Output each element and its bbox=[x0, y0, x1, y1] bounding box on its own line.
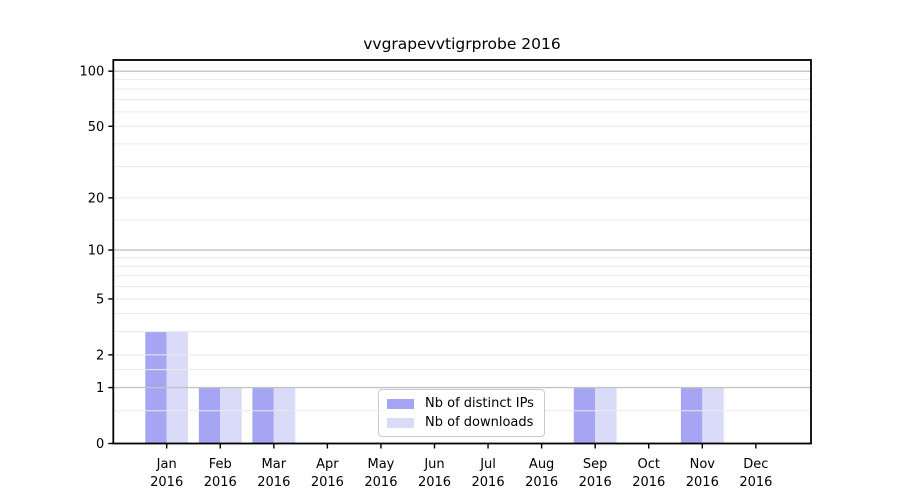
x-tick-label-year: 2016 bbox=[579, 475, 612, 490]
x-tick-label-year: 2016 bbox=[472, 475, 505, 490]
x-tick-label-year: 2016 bbox=[418, 475, 451, 490]
x-tick-label-month: Jul bbox=[479, 457, 496, 472]
x-tick-label-month: Nov bbox=[690, 457, 716, 472]
legend-swatch-downloads bbox=[387, 417, 414, 428]
x-tick-label-month: May bbox=[367, 457, 394, 472]
x-tick-label-month: Apr bbox=[316, 457, 339, 472]
chart-title: vvgrapevvtigrprobe 2016 bbox=[363, 35, 561, 53]
legend: Nb of distinct IPs Nb of downloads bbox=[378, 389, 545, 437]
y-tick-label: 100 bbox=[79, 65, 104, 80]
x-tick-label-year: 2016 bbox=[632, 475, 665, 490]
bar-downloads-feb bbox=[220, 387, 242, 444]
y-tick-label: 50 bbox=[88, 120, 105, 135]
bar-distinct-ips-mar bbox=[252, 387, 274, 444]
y-tick-label: 5 bbox=[96, 292, 104, 307]
bar-distinct-ips-sep bbox=[573, 387, 596, 444]
x-tick-label-month: Mar bbox=[262, 457, 287, 472]
plot-background bbox=[113, 60, 812, 444]
x-tick-label-month: Aug bbox=[529, 457, 554, 472]
x-tick-label-year: 2016 bbox=[311, 475, 344, 490]
bar-downloads-mar bbox=[273, 387, 296, 444]
x-tick-label-month: Feb bbox=[209, 457, 232, 472]
x-tick-label-month: Jan bbox=[156, 457, 177, 472]
x-tick-label-year: 2016 bbox=[257, 475, 290, 490]
x-tick-label-year: 2016 bbox=[739, 475, 772, 490]
y-tick-label: 10 bbox=[88, 244, 105, 259]
bar-downloads-sep bbox=[595, 387, 617, 444]
y-tick-label: 0 bbox=[96, 437, 104, 452]
x-tick-label-month: Jun bbox=[423, 457, 444, 472]
bar-downloads-nov bbox=[702, 387, 724, 444]
bar-distinct-ips-feb bbox=[198, 387, 221, 444]
y-tick-label: 20 bbox=[88, 191, 105, 206]
x-tick-label-month: Dec bbox=[743, 457, 768, 472]
x-tick-label-year: 2016 bbox=[686, 475, 719, 490]
legend-label-distinct-ips: Nb of distinct IPs bbox=[425, 396, 534, 411]
legend-row-downloads: Nb of downloads bbox=[387, 415, 544, 430]
x-tick-label-year: 2016 bbox=[204, 475, 237, 490]
x-tick-label-month: Sep bbox=[583, 457, 608, 472]
x-tick-label-month: Oct bbox=[637, 457, 659, 472]
legend-row-distinct-ips: Nb of distinct IPs bbox=[387, 396, 544, 411]
bar-distinct-ips-nov bbox=[680, 387, 703, 444]
x-tick-label-year: 2016 bbox=[525, 475, 558, 490]
axes-spines bbox=[112, 59, 812, 445]
y-tick-label: 1 bbox=[96, 381, 104, 396]
x-tick-label-year: 2016 bbox=[364, 475, 397, 490]
legend-swatch-distinct-ips bbox=[387, 398, 414, 409]
y-tick-label: 2 bbox=[96, 348, 104, 363]
legend-label-downloads: Nb of downloads bbox=[425, 415, 534, 430]
x-tick-label-year: 2016 bbox=[150, 475, 183, 490]
